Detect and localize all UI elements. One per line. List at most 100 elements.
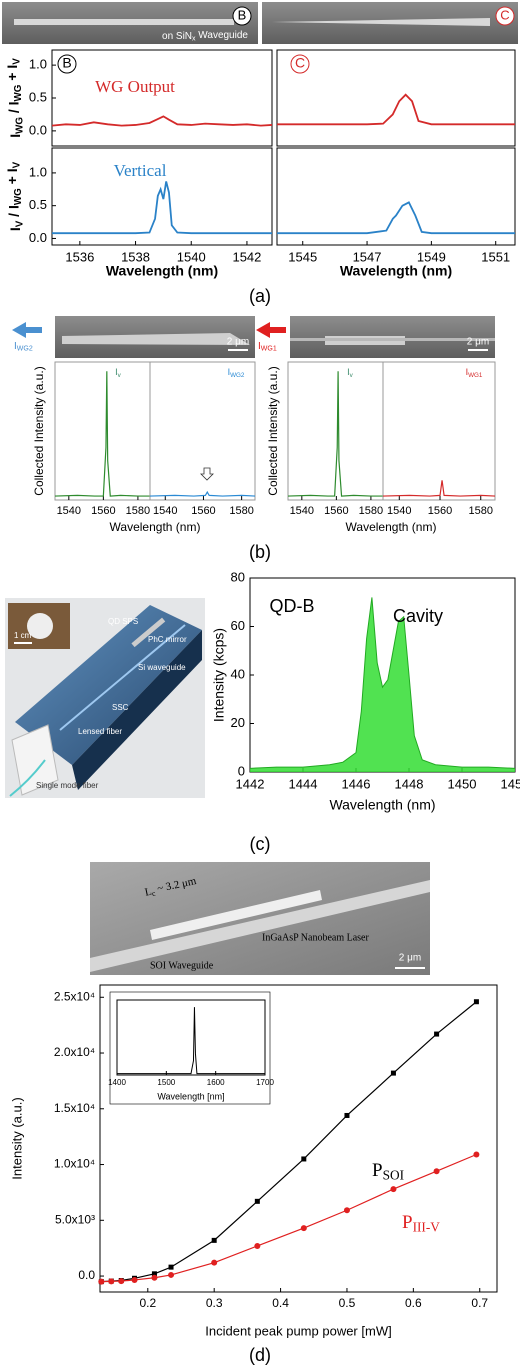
schematic-label: QD SPS	[108, 617, 138, 626]
image-label-part: c	[151, 888, 157, 898]
x-axis-label: Wavelength (nm)	[106, 263, 218, 279]
schematic-label: SSC	[112, 703, 129, 712]
x-tick-label: 1540	[177, 249, 206, 264]
y-tick-label: 1.0	[29, 164, 47, 179]
series-label-part: III-V	[413, 1220, 441, 1235]
annotation: Vertical	[114, 161, 167, 180]
x-tick-label: 1452	[501, 776, 520, 791]
series-label: PSOI	[372, 1160, 404, 1182]
arrow-label: IWG2	[14, 341, 33, 353]
marker	[433, 1168, 440, 1175]
schematic-label: Si waveguide	[138, 663, 186, 672]
annotation: B	[62, 55, 71, 71]
y-tick-label: 5.0x10³	[55, 1212, 95, 1226]
annotation-part: I	[466, 367, 469, 377]
panel-label: (a)	[249, 286, 271, 306]
x-tick-label: 0.7	[471, 1296, 488, 1310]
marker	[168, 1271, 175, 1278]
y-axis-label-part: V	[11, 58, 22, 65]
y-tick-label: 0	[238, 763, 245, 778]
scale-label: 1 cm	[14, 631, 32, 640]
sem-laser	[150, 890, 322, 940]
annotation-part: I	[347, 367, 350, 377]
marker	[300, 1225, 307, 1232]
line	[101, 1153, 477, 1283]
marker	[168, 1264, 174, 1270]
x-tick-label: 1560	[428, 505, 452, 517]
line	[277, 201, 515, 235]
y-axis-label: IV / IWG + IV	[4, 161, 25, 231]
x-tick-label: 1600	[207, 1078, 225, 1087]
annotation: IWG2	[228, 367, 245, 379]
sem-waveguide	[90, 880, 430, 972]
image-caption: on SiNx Waveguide	[162, 30, 248, 43]
marker	[118, 1278, 125, 1285]
scale-label: 2 μm	[467, 337, 489, 348]
x-tick-label: 0.3	[206, 1296, 223, 1310]
x-tick-label: 1536	[65, 249, 94, 264]
line	[117, 1007, 265, 1075]
y-axis-label: Intensity (kcps)	[211, 628, 227, 722]
annotation-part: I	[228, 367, 231, 377]
y-axis-label-part: I	[7, 134, 23, 138]
marker	[434, 1031, 440, 1037]
marker	[98, 1278, 105, 1285]
y-axis-label: Collected Intensity (a.u.)	[32, 366, 46, 495]
marker	[211, 1237, 217, 1243]
image-label-part: L	[144, 885, 153, 898]
annotation: IWG1	[466, 367, 483, 379]
marker-circle	[290, 54, 310, 74]
marker	[390, 1070, 396, 1076]
y-axis-label-part: WG	[13, 84, 24, 101]
x-tick-label: 0.2	[139, 1296, 156, 1310]
marker-label: B	[238, 7, 247, 22]
panel-label: (b)	[249, 542, 271, 562]
panel-label: (c)	[250, 834, 271, 854]
plot-frame	[51, 49, 273, 147]
y-axis-label-part: WG	[13, 188, 24, 205]
y-tick-label: 60	[231, 618, 245, 633]
series-label-part: P	[402, 1212, 413, 1233]
line	[51, 115, 273, 127]
y-axis-label-part: I	[7, 227, 23, 231]
y-tick-label: 80	[231, 569, 245, 584]
x-tick-label: 1580	[469, 505, 493, 517]
y-tick-label: 1.5x10⁴	[54, 1101, 95, 1115]
marker	[343, 1207, 350, 1214]
arrow	[12, 322, 42, 338]
plot-frame	[382, 361, 496, 501]
y-axis-label-part: V	[14, 220, 25, 227]
sem-waveguide	[290, 338, 495, 341]
arrow-label-part: I	[14, 341, 17, 352]
plot-frame	[149, 361, 256, 501]
marker	[254, 1198, 260, 1204]
series-label-part: P	[372, 1160, 383, 1181]
line	[54, 371, 150, 497]
x-tick-label: 1450	[448, 776, 477, 791]
x-tick-label: 1400	[108, 1078, 126, 1087]
annotation-part: v	[118, 372, 122, 379]
x-axis-label: Wavelength (nm)	[110, 520, 201, 534]
marker	[151, 1274, 158, 1281]
scale-label: 2 μm	[399, 953, 421, 964]
x-tick-label: 1580	[229, 505, 253, 517]
marker-circle	[495, 6, 515, 26]
line	[277, 93, 515, 126]
annotation: QD-B	[270, 596, 315, 616]
plot-frame	[51, 147, 273, 246]
schematic-label: Lensed fiber	[78, 727, 122, 736]
marker	[131, 1276, 138, 1283]
y-tick-label: 1.0x10⁴	[54, 1157, 95, 1171]
x-tick-label: 1560	[191, 505, 215, 517]
y-axis-label-part: / I	[5, 101, 21, 117]
arrow	[256, 322, 286, 338]
schematic-label: PhC mirror	[148, 635, 187, 644]
x-tick-label: 1540	[57, 505, 81, 517]
x-tick-label: 1448	[395, 776, 424, 791]
x-tick-label: 0.5	[339, 1296, 356, 1310]
y-tick-label: 0.5	[29, 89, 47, 104]
arrow-label: IWG1	[258, 341, 277, 353]
y-tick-label: 2.5x10⁴	[54, 989, 95, 1003]
y-tick-label: 0.0	[78, 1268, 95, 1282]
